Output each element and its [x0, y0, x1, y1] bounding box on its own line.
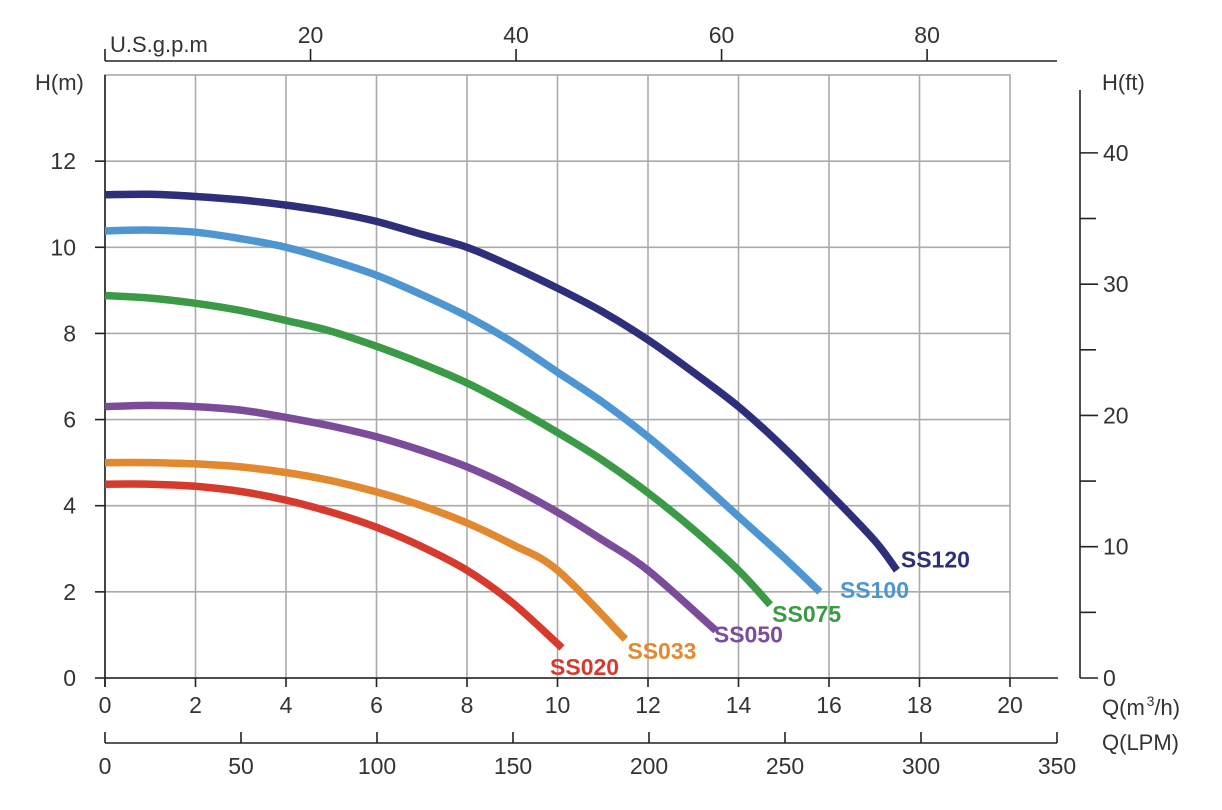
series-label-ss020: SS020 — [550, 654, 619, 680]
y-tick-label: 6 — [63, 407, 76, 433]
gpm-tick-label: 80 — [914, 22, 940, 48]
lpm-tick-label: 150 — [494, 753, 532, 779]
x-tick-label: 6 — [370, 692, 383, 718]
x-axis-label: Q(m 3/h) — [1102, 693, 1180, 720]
x-tick-label: 12 — [635, 692, 661, 718]
series-label-ss120: SS120 — [901, 546, 970, 572]
series-curve-ss120 — [104, 190, 900, 573]
lpm-tick-label: 100 — [358, 753, 396, 779]
x-tick-label: 2 — [189, 692, 202, 718]
y-axis-label: H(m) — [35, 70, 84, 95]
gpm-tick-label: 60 — [709, 22, 735, 48]
lpm-tick-label: 250 — [766, 753, 804, 779]
series-curve-ss075 — [104, 291, 773, 608]
ft-tick-label: 40 — [1103, 140, 1129, 166]
series-curve-ss100 — [104, 226, 823, 595]
y-tick-label: 0 — [63, 665, 76, 691]
series-label-ss033: SS033 — [627, 638, 696, 664]
lpm-tick-label: 50 — [228, 753, 254, 779]
lpm-tick-label: 350 — [1038, 753, 1076, 779]
y-tick-label: 8 — [63, 320, 76, 346]
ft-axis-label: H(ft) — [1102, 70, 1145, 95]
lpm-axis-label: Q(LPM) — [1102, 730, 1179, 755]
x-tick-label: 4 — [280, 692, 293, 718]
x-tick-label: 8 — [461, 692, 474, 718]
ft-tick-label: 10 — [1103, 534, 1129, 560]
series-label-ss050: SS050 — [714, 622, 783, 648]
ft-tick-label: 0 — [1103, 665, 1116, 691]
series-label-ss075: SS075 — [772, 601, 841, 627]
ft-tick-label: 20 — [1103, 402, 1129, 428]
gpm-axis-label: U.S.g.p.m — [110, 32, 208, 57]
series-curve-ss033 — [104, 458, 629, 642]
x-tick-label: 16 — [816, 692, 842, 718]
lpm-tick-label: 0 — [99, 753, 112, 779]
x-tick-label: 0 — [99, 692, 112, 718]
gpm-tick-label: 40 — [503, 22, 529, 48]
x-tick-label: 20 — [997, 692, 1023, 718]
ft-tick-label: 30 — [1103, 271, 1129, 297]
y-tick-label: 2 — [63, 579, 76, 605]
series-curve-ss020 — [104, 480, 565, 651]
series-label-ss100: SS100 — [840, 577, 909, 603]
x-tick-label: 10 — [545, 692, 571, 718]
y-tick-label: 4 — [63, 493, 76, 519]
gpm-tick-label: 20 — [298, 22, 324, 48]
x-tick-label: 14 — [726, 692, 752, 718]
x-tick-label: 18 — [907, 692, 933, 718]
lpm-tick-label: 200 — [630, 753, 668, 779]
lpm-tick-label: 300 — [902, 753, 940, 779]
y-tick-label: 10 — [50, 234, 76, 260]
series-curve-ss050 — [104, 401, 719, 634]
y-tick-label: 12 — [50, 148, 76, 174]
